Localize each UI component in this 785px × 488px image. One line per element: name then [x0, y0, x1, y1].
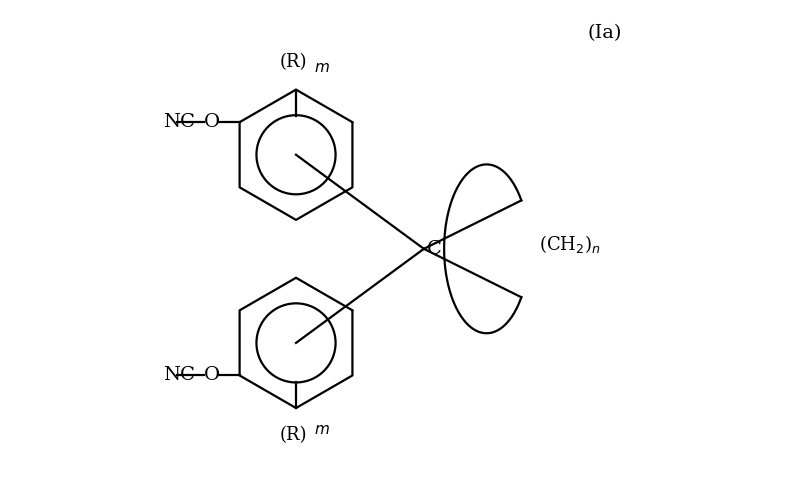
Text: C: C: [427, 240, 442, 258]
Text: NC: NC: [163, 366, 195, 385]
Text: (CH$_2$)$_n$: (CH$_2$)$_n$: [539, 233, 601, 255]
Text: O: O: [203, 113, 220, 131]
Text: (R): (R): [279, 427, 308, 445]
Text: O: O: [203, 366, 220, 385]
Text: NC: NC: [163, 113, 195, 131]
Text: (R): (R): [279, 53, 308, 71]
Text: $m$: $m$: [314, 61, 330, 75]
Text: $m$: $m$: [314, 423, 330, 436]
Text: (Ia): (Ia): [587, 24, 622, 42]
